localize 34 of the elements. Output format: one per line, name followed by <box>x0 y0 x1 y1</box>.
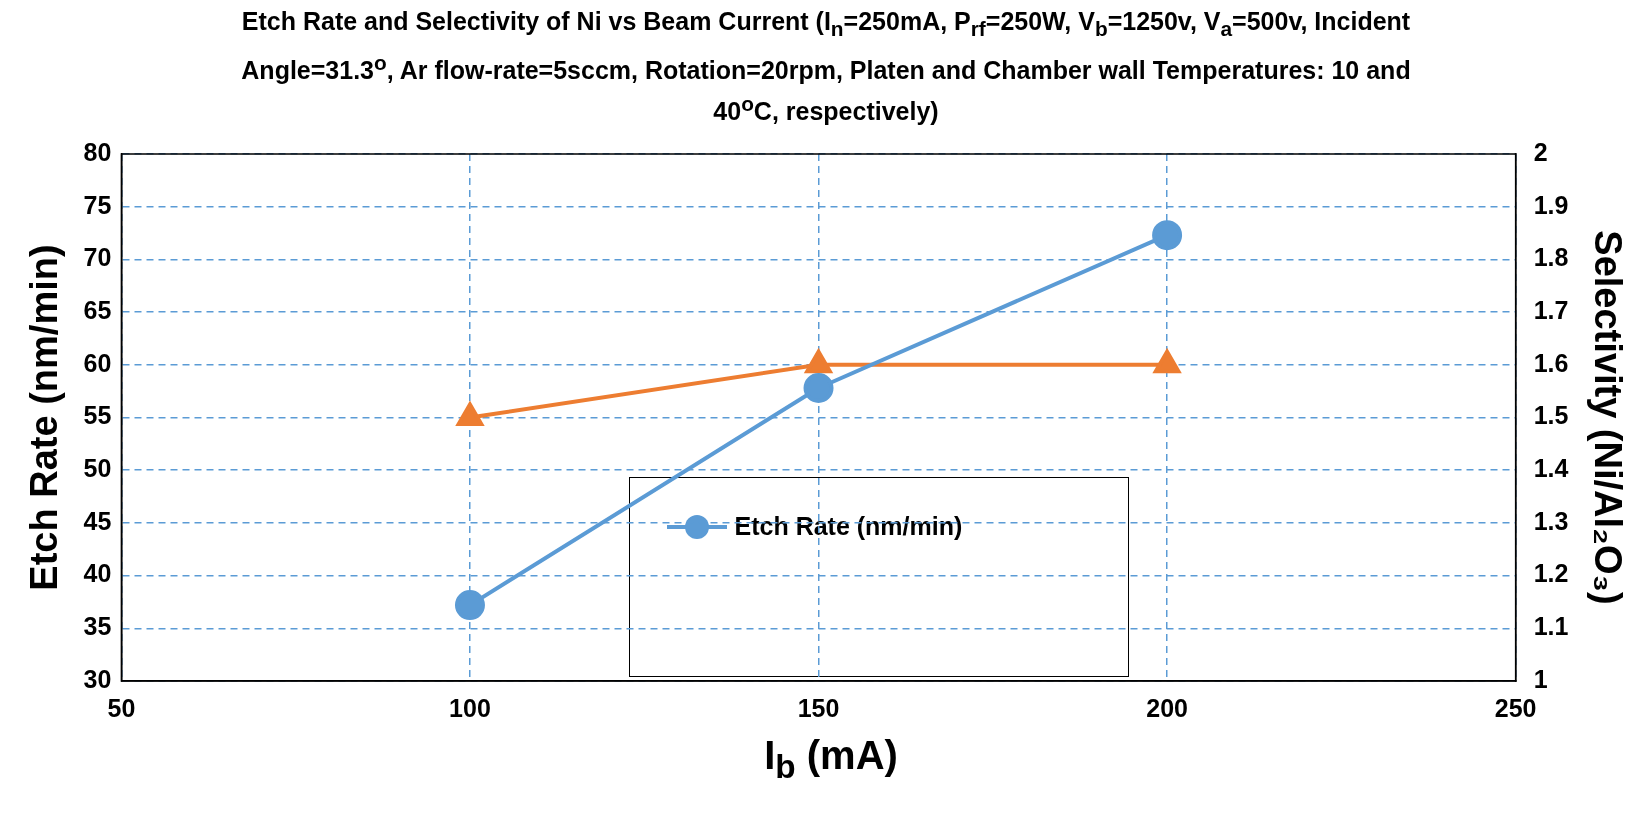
chart-title: Etch Rate and Selectivity of Ni vs Beam Current (I$_{n}$=250mA, P$_{rf}$=250W, V$_{b}$=1250v, V$_{a}$=500v, Incident Angle=31.3$^{o}$, Ar flow-rate=5sccm, Rotation=20rpm, Platen and Chamber wall Temperatures: 10 and 40$^{o}$C, respectively) <box>241 7 1411 126</box>
y2-tick-label: 1.9 <box>1533 190 1569 219</box>
point <box>803 372 834 403</box>
y2-tick-label: 1.3 <box>1533 506 1569 535</box>
y2-tick-label: 1 <box>1533 664 1548 693</box>
y-tick-label: 60 <box>83 348 112 377</box>
y-tick-label: 35 <box>83 611 112 640</box>
x-axis-title: I$_{b}$ (mA) <box>763 732 899 786</box>
x-tick-label: 100 <box>449 693 491 722</box>
x-tick-label: 200 <box>1146 693 1188 722</box>
y2-tick-label: 1.7 <box>1533 295 1569 324</box>
y-tick-label: 45 <box>83 506 112 535</box>
y2-tick-label: 1.2 <box>1533 559 1569 588</box>
y2-tick-label: 1.5 <box>1533 401 1569 430</box>
point <box>1152 219 1183 250</box>
y-tick-label: 70 <box>83 242 112 271</box>
point <box>454 589 485 620</box>
y-tick-label: 65 <box>83 295 112 324</box>
x-tick-label: 50 <box>107 693 136 722</box>
y-tick-label: 30 <box>83 664 112 693</box>
y-tick-label: 50 <box>83 453 112 482</box>
y-tick-label: 55 <box>83 401 112 430</box>
y-tick-label: 40 <box>83 559 112 588</box>
y2-tick-label: 1.1 <box>1533 611 1569 640</box>
y2-tick-label: 1.6 <box>1533 348 1569 377</box>
y-tick-label: 75 <box>83 190 112 219</box>
y2-tick-label: 2 <box>1533 137 1548 166</box>
x-tick-label: 150 <box>797 693 840 722</box>
y2-tick-label: 1.4 <box>1533 453 1569 482</box>
y-tick-label: 80 <box>83 137 112 166</box>
y2-axis-title: Selectivity (Ni/Al₂O₃) <box>1586 229 1629 605</box>
x-tick-label: 250 <box>1494 693 1537 722</box>
y2-tick-label: 1.8 <box>1533 242 1569 271</box>
y-axis-title: Etch Rate (nm/min) <box>23 244 66 591</box>
